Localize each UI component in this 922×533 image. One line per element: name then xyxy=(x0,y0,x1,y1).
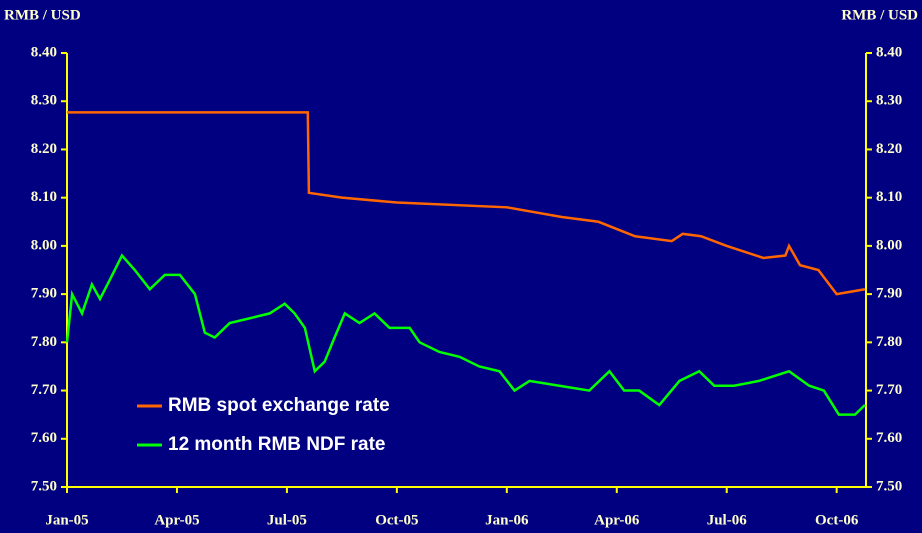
y-tick-label: 8.20 xyxy=(31,141,57,157)
y-tick-label: 8.30 xyxy=(31,93,57,109)
series-line xyxy=(65,253,866,416)
x-tick-label: Apr-05 xyxy=(154,512,199,528)
y-tick-label: 7.50 xyxy=(31,478,57,494)
y2-tick-label: 7.60 xyxy=(876,430,902,446)
legend-text: RMB spot exchange rate xyxy=(168,395,390,416)
y2-tick-label: 8.00 xyxy=(876,237,902,253)
y-tick-label: 7.80 xyxy=(31,334,57,350)
y-tick-label: 7.90 xyxy=(31,286,57,302)
x-tick-label: Jan-06 xyxy=(485,512,529,528)
y-tick-label: 7.60 xyxy=(31,430,57,446)
y2-tick-label: 8.10 xyxy=(876,189,902,205)
y2-axis-label: RMB / USD xyxy=(841,7,918,23)
y-tick-label: 8.10 xyxy=(31,189,57,205)
y-axis-label: RMB / USD xyxy=(4,7,81,23)
y2-tick-label: 8.40 xyxy=(876,44,902,60)
x-tick-label: Jul-05 xyxy=(267,512,307,528)
y-tick-label: 7.70 xyxy=(31,382,57,398)
x-tick-label: Oct-06 xyxy=(815,512,859,528)
y-tick-label: 8.40 xyxy=(31,44,57,60)
x-tick-label: Jul-06 xyxy=(707,512,748,528)
y2-tick-label: 7.80 xyxy=(876,334,902,350)
x-tick-label: Jan-05 xyxy=(45,512,88,528)
legend-text: 12 month RMB NDF rate xyxy=(168,434,385,455)
x-tick-label: Oct-05 xyxy=(375,512,418,528)
y-tick-label: 8.00 xyxy=(31,237,57,253)
y2-tick-label: 7.70 xyxy=(876,382,902,398)
x-tick-label: Apr-06 xyxy=(594,512,640,528)
y2-tick-label: 8.20 xyxy=(876,141,902,157)
series-line xyxy=(67,111,866,296)
y2-tick-label: 7.50 xyxy=(876,478,902,494)
y2-tick-label: 7.90 xyxy=(876,286,902,302)
y2-tick-label: 8.30 xyxy=(876,93,902,109)
